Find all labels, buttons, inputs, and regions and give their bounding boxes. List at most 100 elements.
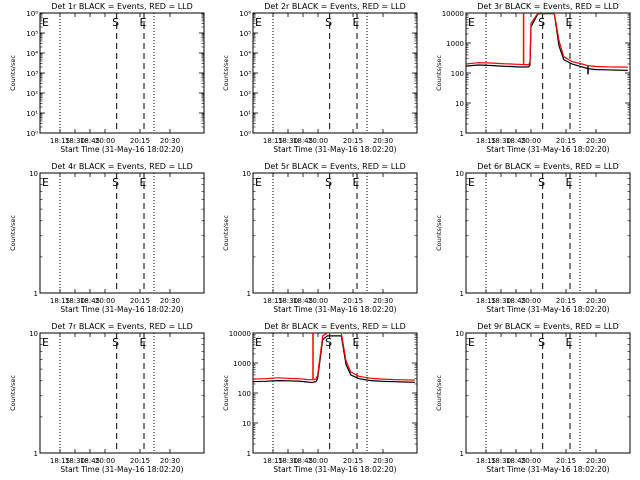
x-tick-label: 18:15 <box>50 297 70 305</box>
y-axis-label: Counts/sec <box>435 215 443 251</box>
y-tick-label: 10000 <box>442 10 464 18</box>
x-tick-label: 18:45 <box>80 137 100 145</box>
x-tick-label: 20:30 <box>586 297 606 305</box>
x-tick-label: 20:30 <box>586 457 606 465</box>
x-tick-label: 20:00 <box>521 137 541 145</box>
x-tick-label: 18:45 <box>506 297 526 305</box>
y-tick-label: 1 <box>247 450 251 458</box>
x-tick-label: 18:45 <box>80 297 100 305</box>
x-tick-label: 18:30 <box>65 137 85 145</box>
x-axis-label: Start Time (31-May-16 18:02:20) <box>273 305 396 314</box>
x-axis-label: Start Time (31-May-16 18:02:20) <box>273 145 396 154</box>
y-tick-label: 1 <box>460 130 464 138</box>
x-axis-label: Start Time (31-May-16 18:02:20) <box>486 145 609 154</box>
y-tick-label: 10 <box>455 100 464 108</box>
y-axis-label: Counts/sec <box>222 215 230 251</box>
x-tick-label: 18:30 <box>65 457 85 465</box>
plot-frame <box>39 332 205 454</box>
x-axis-label: Start Time (31-May-16 18:02:20) <box>60 305 183 314</box>
y-tick-label: 1000 <box>233 360 251 368</box>
x-axis-label: Start Time (31-May-16 18:02:20) <box>273 465 396 474</box>
x-tick-label: 20:30 <box>160 457 180 465</box>
marker-label: S <box>538 16 545 29</box>
panel-title: Det 7r BLACK = Events, RED = LLD <box>51 322 193 331</box>
x-tick-label: 20:00 <box>521 297 541 305</box>
x-tick-label: 20:00 <box>95 297 115 305</box>
y-tick-label: 10⁴ <box>26 50 38 58</box>
x-tick-label: 20:30 <box>586 137 606 145</box>
panel-det7r: Det 7r BLACK = Events, RED = LLD 1 10 18:15… <box>9 322 205 474</box>
marker-label: E <box>468 336 475 349</box>
x-tick-label: 18:15 <box>263 137 283 145</box>
marker-label: S <box>325 176 332 189</box>
y-tick-label: 10 <box>29 330 38 338</box>
series-line-events <box>466 13 628 71</box>
x-tick-label: 20:00 <box>308 297 328 305</box>
y-tick-label: 1000 <box>446 40 464 48</box>
y-tick-label: 10⁴ <box>239 50 251 58</box>
x-tick-label: 20:15 <box>556 457 576 465</box>
marker-label: E <box>140 336 147 349</box>
marker-label: E <box>140 16 147 29</box>
y-axis-label: Counts/sec <box>9 215 17 251</box>
x-tick-label: 20:15 <box>343 137 363 145</box>
y-tick-label: 10³ <box>239 70 251 78</box>
x-axis-label: Start Time (31-May-16 18:02:20) <box>60 465 183 474</box>
marker-label: E <box>42 176 49 189</box>
x-tick-label: 18:45 <box>80 457 100 465</box>
panel-det4r: Det 4r BLACK = Events, RED = LLD 1 10 18:15… <box>9 162 205 314</box>
panel-title: Det 3r BLACK = Events, RED = LLD <box>477 2 619 11</box>
x-axis-label: Start Time (31-May-16 18:02:20) <box>486 465 609 474</box>
x-tick-label: 18:15 <box>263 457 283 465</box>
y-tick-label: 10¹ <box>239 110 251 118</box>
y-tick-label: 10 <box>455 170 464 178</box>
panel-det9r: Det 9r BLACK = Events, RED = LLD 1 10 18:15… <box>435 322 631 474</box>
x-tick-label: 20:15 <box>130 457 150 465</box>
y-tick-label: 10 <box>242 420 251 428</box>
panel-title: Det 6r BLACK = Events, RED = LLD <box>477 162 619 171</box>
marker-label: E <box>566 16 573 29</box>
x-tick-label: 18:45 <box>293 137 313 145</box>
plot-frame <box>252 12 418 134</box>
x-tick-label: 20:30 <box>160 297 180 305</box>
marker-label: E <box>255 336 262 349</box>
marker-label: S <box>538 336 545 349</box>
panel-title: Det 2r BLACK = Events, RED = LLD <box>264 2 406 11</box>
x-axis-label: Start Time (31-May-16 18:02:20) <box>486 305 609 314</box>
plot-frame <box>465 12 631 134</box>
x-tick-label: 18:30 <box>65 297 85 305</box>
x-tick-label: 20:00 <box>521 457 541 465</box>
marker-label: E <box>255 176 262 189</box>
series-line-events <box>253 335 415 383</box>
marker-label: E <box>566 336 573 349</box>
y-tick-label: 10 <box>242 170 251 178</box>
y-axis-label: Counts/sec <box>222 55 230 91</box>
x-tick-label: 18:30 <box>491 297 511 305</box>
x-tick-label: 20:30 <box>373 457 393 465</box>
panel-det6r: Det 6r BLACK = Events, RED = LLD 1 10 18:15… <box>435 162 631 314</box>
plot-frame <box>39 172 205 294</box>
plot-frame <box>252 332 418 454</box>
x-tick-label: 20:15 <box>343 457 363 465</box>
x-tick-label: 18:15 <box>476 137 496 145</box>
y-tick-label: 100 <box>238 390 251 398</box>
y-tick-label: 1 <box>460 450 464 458</box>
x-tick-label: 18:30 <box>278 457 298 465</box>
marker-label: S <box>112 16 119 29</box>
plot-frame <box>465 172 631 294</box>
panel-title: Det 5r BLACK = Events, RED = LLD <box>264 162 406 171</box>
y-tick-label: 10⁵ <box>26 30 38 38</box>
y-tick-label: 10² <box>26 90 38 98</box>
y-tick-label: 1 <box>247 290 251 298</box>
panel-title: Det 8r BLACK = Events, RED = LLD <box>264 322 406 331</box>
y-tick-label: 1 <box>34 450 38 458</box>
y-tick-label: 10 <box>29 170 38 178</box>
x-tick-label: 20:15 <box>130 137 150 145</box>
marker-label: S <box>325 336 332 349</box>
marker-label: E <box>353 336 360 349</box>
plot-frame <box>252 172 418 294</box>
panel-det2r: Det 2r BLACK = Events, RED = LLD 10⁰ 10¹ 10… <box>222 2 418 154</box>
x-tick-label: 20:30 <box>373 297 393 305</box>
y-tick-label: 10⁰ <box>239 130 251 138</box>
y-tick-label: 10⁶ <box>26 10 38 18</box>
